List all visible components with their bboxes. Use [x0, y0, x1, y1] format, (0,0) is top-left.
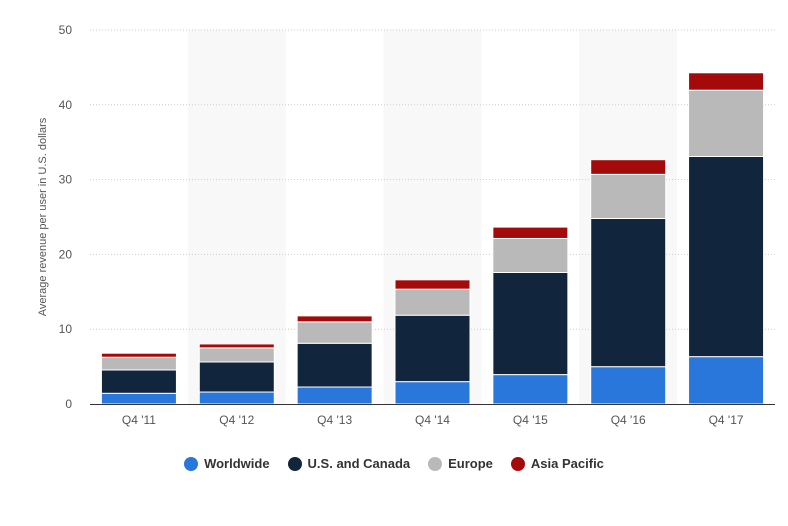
legend-label: U.S. and Canada: [307, 456, 411, 471]
legend-label: Europe: [448, 456, 493, 471]
bar-segment-asia-pacific[interactable]: [100, 352, 177, 358]
x-tick-label: Q4 '13: [317, 413, 352, 427]
legend-item[interactable]: Worldwide: [184, 456, 270, 471]
bar-segment-europe[interactable]: [100, 356, 177, 371]
bar-segment-worldwide[interactable]: [100, 392, 177, 405]
bar-segment-asia-pacific[interactable]: [296, 315, 373, 323]
bar-segment-asia-pacific[interactable]: [394, 279, 471, 290]
bar-segment-u-s-and-canada[interactable]: [492, 272, 569, 376]
category-band: [187, 30, 286, 404]
legend-item[interactable]: Asia Pacific: [510, 456, 604, 471]
bar-segment-u-s-and-canada[interactable]: [100, 369, 177, 394]
bar-segment-europe[interactable]: [198, 347, 275, 363]
bar-segment-u-s-and-canada[interactable]: [296, 342, 373, 388]
bar-segment-europe[interactable]: [590, 173, 667, 219]
bar-segment-u-s-and-canada[interactable]: [198, 361, 275, 393]
legend-label: Worldwide: [204, 456, 270, 471]
bar-segment-u-s-and-canada[interactable]: [688, 155, 765, 358]
bar-segment-europe[interactable]: [394, 288, 471, 316]
y-tick-label: 10: [59, 322, 73, 336]
legend-label: Asia Pacific: [530, 456, 604, 471]
bar-segment-worldwide[interactable]: [688, 356, 765, 405]
stacked-bar-chart: 0 10 20 30 40 50 Average revenue per user in U…: [37, 23, 775, 427]
x-tick-label: Q4 '14: [415, 413, 450, 427]
legend: Worldwide U.S. and Canada Europe Asia Pacif…: [0, 456, 788, 471]
bar-segment-worldwide[interactable]: [296, 386, 373, 405]
legend-item[interactable]: Europe: [428, 456, 493, 471]
y-tick-label: 0: [65, 397, 72, 411]
bar-segment-worldwide[interactable]: [590, 366, 667, 405]
legend-marker-icon: [428, 456, 443, 471]
y-axis-label: Average revenue per user in U.S. dollars: [37, 117, 49, 316]
x-tick-label: Q4 '15: [513, 413, 548, 427]
x-tick-label: Q4 '17: [709, 413, 744, 427]
x-tick-label: Q4 '11: [122, 413, 156, 427]
bar-segment-worldwide[interactable]: [394, 381, 471, 405]
y-tick-label: 20: [59, 247, 73, 261]
bar-segment-u-s-and-canada[interactable]: [394, 314, 471, 383]
bar-segment-asia-pacific[interactable]: [590, 159, 667, 175]
bar-segment-u-s-and-canada[interactable]: [590, 217, 667, 368]
legend-item[interactable]: U.S. and Canada: [287, 456, 411, 471]
bar-segment-europe[interactable]: [492, 237, 569, 274]
bar-segment-worldwide[interactable]: [492, 374, 569, 405]
legend-marker-icon: [184, 456, 199, 471]
y-tick-label: 50: [59, 23, 73, 37]
y-tick-label: 40: [59, 98, 73, 112]
legend-marker-icon: [287, 456, 302, 471]
bar-segment-europe[interactable]: [296, 321, 373, 344]
bar-segment-worldwide[interactable]: [198, 391, 275, 405]
legend-marker-icon: [510, 456, 525, 471]
x-tick-label: Q4 '12: [219, 413, 254, 427]
bar-segment-asia-pacific[interactable]: [198, 343, 275, 349]
bar-segment-europe[interactable]: [688, 89, 765, 157]
bar-segment-asia-pacific[interactable]: [492, 226, 569, 239]
x-tick-label: Q4 '16: [611, 413, 646, 427]
y-tick-label: 30: [59, 173, 73, 187]
bar-segment-asia-pacific[interactable]: [688, 72, 765, 91]
